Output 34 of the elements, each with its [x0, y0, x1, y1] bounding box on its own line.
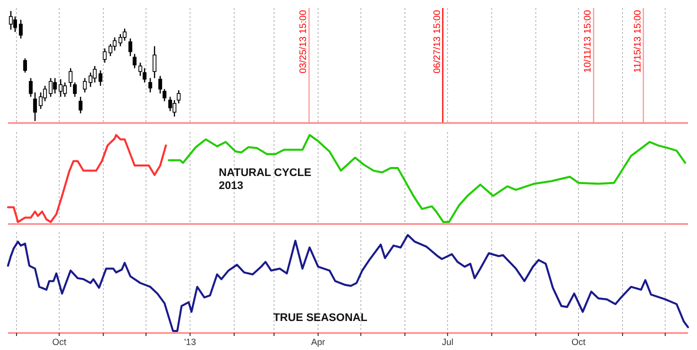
candlestick [102, 48, 107, 64]
x-tick-label: Oct [52, 337, 67, 347]
candlestick [112, 36, 117, 52]
candlestick [158, 75, 162, 94]
candlestick [78, 96, 82, 114]
candlestick [138, 62, 142, 76]
x-tick-label: Oct [571, 337, 586, 347]
candlestick [132, 53, 137, 69]
candlestick [152, 46, 156, 79]
x-tick-label: Apr [311, 337, 326, 347]
x-tick-label: '13 [184, 337, 196, 347]
candlestick [8, 10, 13, 30]
ref-line-label: 06/27/13 15:00 [432, 10, 443, 74]
candlestick [98, 70, 102, 86]
candlestick [33, 92, 37, 122]
candlestick [92, 65, 97, 84]
candlestick [148, 78, 152, 93]
annotation: NATURAL CYCLE 2013 [218, 167, 312, 192]
candlestick [18, 19, 23, 40]
ref-line-label: 03/25/13 15:00 [298, 10, 310, 74]
candlestick [28, 78, 33, 98]
x-tick-label: Jul [442, 337, 454, 347]
candlestick [38, 92, 43, 110]
ref-line-label: 10/11/13 15:00 [582, 10, 594, 73]
candlestick [72, 82, 77, 98]
candlestick [122, 28, 127, 42]
candlestick [48, 78, 53, 98]
candlestick [128, 38, 132, 57]
candlestick [23, 58, 27, 74]
annotation: TRUE SEASONAL [273, 312, 368, 324]
candlestick [82, 78, 87, 93]
candlestick [168, 96, 172, 112]
ref-line-label: 11/15/13 15:00 [632, 10, 644, 73]
candlestick [68, 68, 72, 88]
